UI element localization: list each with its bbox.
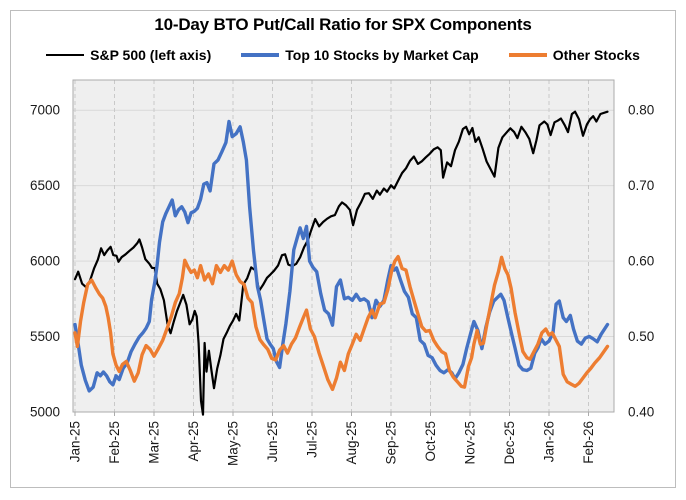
legend-item-other: Other Stocks (508, 47, 640, 63)
x-axis-tick-label: Sep-25 (384, 421, 399, 465)
x-axis-tick-label: Feb-25 (107, 421, 122, 464)
y-left-tick-label: 5000 (30, 405, 60, 420)
y-left-tick-label: 7000 (30, 103, 60, 118)
x-axis-tick-label: Mar-25 (147, 421, 162, 464)
x-axis-tick-label: Feb-26 (581, 421, 596, 464)
y-left-tick-label: 5500 (30, 329, 60, 344)
legend-item-sp500: S&P 500 (left axis) (46, 47, 211, 63)
y-right-tick-label: 0.70 (628, 178, 654, 193)
x-axis-tick-label: Jul-25 (305, 421, 320, 458)
y-left-tick-label: 6000 (30, 254, 60, 269)
y-right-tick-label: 0.80 (628, 103, 654, 118)
y-right-tick-label: 0.40 (628, 405, 654, 420)
legend-label-top10: Top 10 Stocks by Market Cap (285, 47, 479, 63)
x-axis-tick-label: Apr-25 (186, 421, 201, 462)
y-right-tick-label: 0.60 (628, 254, 654, 269)
legend-label-sp500: S&P 500 (left axis) (90, 47, 212, 63)
chart-title: 10-Day BTO Put/Call Ratio for SPX Compon… (154, 15, 532, 34)
legend-label-other: Other Stocks (552, 47, 640, 63)
series-line-2 (73, 254, 610, 392)
x-axis-tick-label: Oct-25 (423, 421, 438, 462)
plot-border (72, 79, 615, 413)
y-left-tick-label: 6500 (30, 178, 60, 193)
series-line-0 (73, 110, 609, 416)
y-right-tick-label: 0.50 (628, 329, 654, 344)
x-axis-tick-label: Aug-25 (344, 421, 359, 465)
x-axis-tick-label: Jun-25 (265, 421, 280, 462)
legend-item-top10: Top 10 Stocks by Market Cap (241, 47, 479, 63)
x-axis-tick-label: May-25 (226, 421, 241, 466)
x-axis-tick-label: Nov-25 (463, 421, 478, 465)
x-axis-tick-label: Jan-26 (542, 421, 557, 462)
legend-line-swatch-other (508, 53, 547, 57)
legend-line-swatch-top10 (241, 53, 280, 57)
series-line-1 (73, 119, 610, 393)
chart-legend: S&P 500 (left axis) Top 10 Stocks by Mar… (0, 47, 686, 63)
x-axis-tick-label: Jan-25 (68, 421, 83, 462)
x-axis-tick-label: Dec-25 (502, 421, 517, 465)
plot-background (73, 80, 614, 412)
legend-line-swatch-sp500 (46, 54, 85, 56)
